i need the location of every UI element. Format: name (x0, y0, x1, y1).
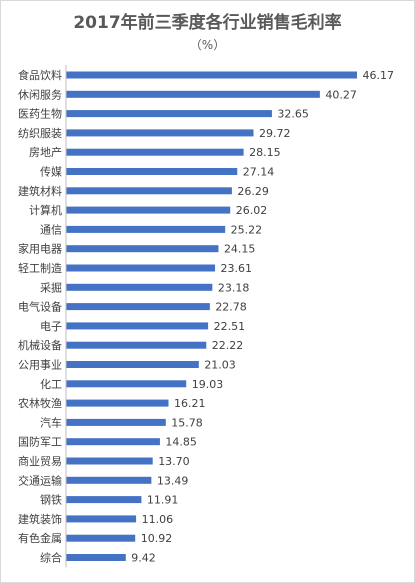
value-label: 21.03 (204, 359, 236, 372)
category-label: 休闲服务 (18, 87, 62, 101)
value-label: 13.49 (157, 474, 189, 487)
category-label: 交通运输 (18, 473, 62, 487)
value-label: 16.21 (174, 397, 206, 410)
category-label: 商业贸易 (18, 454, 62, 468)
value-label: 22.51 (214, 320, 246, 333)
bar (66, 515, 137, 523)
value-label: 10.92 (141, 532, 173, 545)
category-label: 公用事业 (18, 359, 62, 372)
value-label: 28.15 (249, 146, 281, 159)
category-label: 医药生物 (18, 107, 62, 121)
bar (66, 457, 153, 465)
bar (66, 496, 142, 504)
category-label: 电子 (40, 320, 62, 333)
category-label: 食品饮料 (18, 68, 62, 82)
bar (66, 438, 160, 446)
value-label: 23.61 (221, 262, 253, 275)
bar (66, 110, 272, 118)
bar (66, 283, 213, 291)
value-label: 32.65 (277, 108, 309, 121)
category-label: 有色金属 (18, 531, 62, 545)
category-label: 传媒 (40, 166, 62, 179)
category-label: 钢铁 (40, 494, 62, 507)
bar (66, 206, 231, 214)
bar (66, 476, 152, 484)
category-label: 电气设备 (18, 300, 62, 314)
bar (66, 245, 219, 253)
value-label: 26.29 (237, 185, 268, 198)
category-label: 建筑装饰 (18, 512, 62, 526)
category-label: 机械设备 (18, 338, 62, 352)
bar (66, 361, 199, 368)
value-label: 11.06 (142, 513, 174, 526)
value-label: 29.72 (259, 127, 291, 140)
value-label: 9.42 (131, 552, 156, 565)
value-label: 27.14 (243, 166, 275, 179)
value-label: 11.91 (147, 494, 179, 507)
value-label: 22.22 (212, 339, 244, 352)
bar (66, 418, 166, 426)
bar (66, 554, 126, 561)
category-label: 计算机 (29, 203, 62, 217)
value-label: 40.27 (325, 88, 357, 101)
value-label: 15.78 (171, 416, 203, 429)
bar (66, 90, 320, 98)
bar (66, 534, 136, 542)
value-label: 23.18 (218, 281, 250, 294)
bar (66, 380, 187, 388)
bar (66, 187, 232, 195)
category-label: 通信 (40, 223, 62, 236)
bar (66, 341, 207, 349)
value-label: 26.02 (236, 204, 268, 217)
value-label: 14.85 (165, 436, 197, 449)
value-label: 24.15 (224, 243, 256, 256)
bar (66, 129, 254, 137)
category-label: 汽车 (40, 415, 62, 429)
category-label: 化工 (40, 377, 62, 391)
category-label: 综合 (40, 551, 62, 565)
chart-subtitle: （%） (189, 38, 226, 52)
category-label: 国防军工 (18, 435, 62, 449)
value-label: 25.22 (231, 223, 263, 236)
category-label: 纺织服装 (18, 126, 62, 140)
value-label: 22.78 (215, 301, 247, 314)
chart-title: 2017年前三季度各行业销售毛利率 (73, 13, 342, 33)
bar (66, 71, 357, 79)
category-label: 采掘 (40, 280, 62, 294)
bar (66, 322, 209, 330)
bar (66, 168, 238, 175)
bar (66, 303, 210, 311)
bar (66, 264, 216, 272)
value-label: 19.03 (192, 378, 224, 391)
bar (66, 225, 226, 233)
bar (66, 148, 244, 156)
bar (66, 399, 169, 407)
category-label: 轻工制造 (18, 261, 62, 275)
category-label: 建筑材料 (18, 184, 62, 198)
value-label: 46.17 (362, 69, 394, 82)
category-label: 房地产 (29, 145, 62, 159)
category-label: 农林牧渔 (18, 396, 62, 410)
value-label: 13.70 (158, 455, 190, 468)
category-label: 家用电器 (18, 242, 62, 256)
